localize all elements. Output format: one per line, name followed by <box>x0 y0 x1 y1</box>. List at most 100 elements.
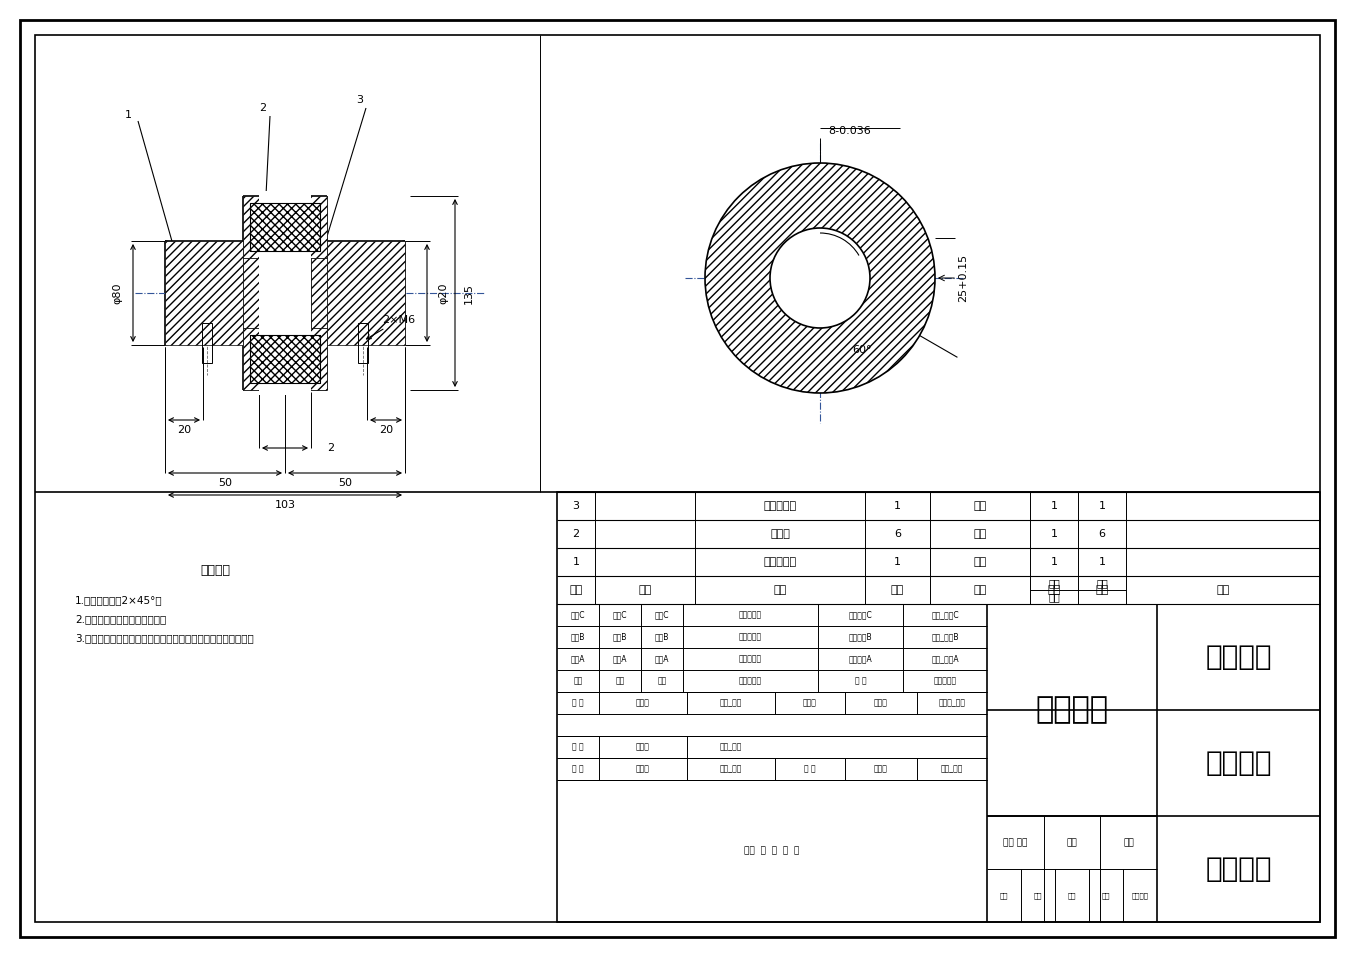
Bar <box>243 196 327 258</box>
Text: 重量: 重量 <box>1049 592 1060 602</box>
Text: 分区: 分区 <box>657 677 667 685</box>
Text: 审 核: 审 核 <box>572 743 584 751</box>
Text: 1.未注倒角均为2×45°。: 1.未注倒角均为2×45°。 <box>75 595 163 605</box>
Text: 分区B: 分区B <box>654 633 669 641</box>
Bar <box>251 335 320 383</box>
Text: 重量: 重量 <box>1066 838 1077 847</box>
Text: 25+0.15: 25+0.15 <box>958 254 967 302</box>
Text: 铸铁: 铸铁 <box>973 557 986 567</box>
Text: 重量: 重量 <box>1102 892 1110 899</box>
Text: 20: 20 <box>379 425 393 435</box>
Text: 1: 1 <box>125 110 131 120</box>
Text: 8-0.036: 8-0.036 <box>828 126 871 136</box>
Text: 标记C: 标记C <box>570 611 585 619</box>
Text: 图纸编号: 图纸编号 <box>1205 855 1272 883</box>
Text: 名称: 名称 <box>774 585 787 595</box>
Text: 分区C: 分区C <box>654 611 669 619</box>
Text: 20: 20 <box>178 425 191 435</box>
Text: 单位名称: 单位名称 <box>1205 643 1272 671</box>
Bar <box>259 191 312 395</box>
Text: 更改文件号: 更改文件号 <box>738 655 762 663</box>
Text: 1: 1 <box>894 557 901 567</box>
Text: 处数B: 处数B <box>612 633 627 641</box>
Text: 2×M6: 2×M6 <box>366 315 415 339</box>
Text: 1: 1 <box>1099 501 1106 511</box>
Text: 处数: 处数 <box>615 677 625 685</box>
Text: 2: 2 <box>259 103 267 113</box>
Text: 3: 3 <box>356 95 363 105</box>
Text: 标注签名C: 标注签名C <box>848 611 873 619</box>
Text: 备注: 备注 <box>1217 585 1229 595</box>
Text: 3.零件加工表面上，不应有划痕、擦伤等损伤零件表面的缺陷。: 3.零件加工表面上，不应有划痕、擦伤等损伤零件表面的缺陷。 <box>75 633 253 643</box>
Text: 项数  张  第  页  碟: 项数 张 第 页 碟 <box>744 847 799 856</box>
Text: 上半联轴器: 上半联轴器 <box>763 501 797 511</box>
Text: 姓人姓: 姓人姓 <box>874 765 888 773</box>
Text: 批准_日期: 批准_日期 <box>940 765 963 773</box>
Text: 姓人姓: 姓人姓 <box>635 699 650 707</box>
Text: 2.加工后的零件不允许有毛刺。: 2.加工后的零件不允许有毛刺。 <box>75 614 167 624</box>
Text: 比例: 比例 <box>1123 838 1134 847</box>
Text: 标记_日期B: 标记_日期B <box>931 633 959 641</box>
Text: 标记: 标记 <box>573 677 583 685</box>
Text: 材料: 材料 <box>973 585 986 595</box>
Text: 图纸名称: 图纸名称 <box>1205 749 1272 777</box>
Text: 下半联轴器: 下半联轴器 <box>763 557 797 567</box>
Text: 序号: 序号 <box>569 585 583 595</box>
Bar <box>251 203 320 251</box>
Bar <box>557 492 1320 922</box>
Text: 单件: 单件 <box>1049 578 1060 588</box>
Bar <box>251 203 320 251</box>
Bar <box>327 241 405 345</box>
Text: 2: 2 <box>572 529 580 539</box>
Text: 6: 6 <box>1099 529 1106 539</box>
Bar <box>202 323 211 363</box>
Text: 总计: 总计 <box>1095 585 1108 595</box>
Bar <box>243 328 327 390</box>
Text: 更改文件号: 更改文件号 <box>738 611 762 619</box>
Text: 工艺_日期: 工艺_日期 <box>720 765 743 773</box>
Text: 设 计: 设 计 <box>572 699 584 707</box>
Text: 处数: 处数 <box>1068 892 1076 899</box>
Text: 处数C: 处数C <box>612 611 627 619</box>
Text: 标记A: 标记A <box>570 655 585 663</box>
Text: 标记_日期A: 标记_日期A <box>931 655 959 663</box>
Text: 1: 1 <box>894 501 901 511</box>
Text: 阶段 标记: 阶段 标记 <box>1003 838 1027 847</box>
Text: 姓人姓: 姓人姓 <box>874 699 888 707</box>
Text: φ20: φ20 <box>438 282 449 303</box>
Text: 工 艺: 工 艺 <box>572 765 584 773</box>
Text: 更改文件号: 更改文件号 <box>738 633 762 641</box>
Text: 设计_日期: 设计_日期 <box>720 699 743 707</box>
Text: 更改文件号: 更改文件号 <box>738 677 762 685</box>
Text: 103: 103 <box>275 500 295 510</box>
Text: 处数: 处数 <box>1034 892 1042 899</box>
Text: 标注签名A: 标注签名A <box>848 655 873 663</box>
Text: 单件: 单件 <box>1047 585 1061 595</box>
Text: 50: 50 <box>337 478 352 488</box>
Text: 标准化: 标准化 <box>804 699 817 707</box>
Text: 橡胶: 橡胶 <box>973 529 986 539</box>
Text: 年、月、日: 年、月、日 <box>934 677 957 685</box>
Text: 图纸比例: 图纸比例 <box>1131 892 1149 899</box>
Text: 数量: 数量 <box>890 585 904 595</box>
Text: 2: 2 <box>328 443 335 453</box>
Text: 批 准: 批 准 <box>804 765 816 773</box>
Text: 6: 6 <box>894 529 901 539</box>
Text: 标记_日期C: 标记_日期C <box>931 611 959 619</box>
Text: 审核_日期: 审核_日期 <box>720 743 743 751</box>
Circle shape <box>770 228 870 328</box>
Text: 1: 1 <box>1099 557 1106 567</box>
Text: 50: 50 <box>218 478 232 488</box>
Text: 处数A: 处数A <box>612 655 627 663</box>
Text: 技术要求: 技术要求 <box>201 564 230 576</box>
Text: 姓人姓: 姓人姓 <box>635 743 650 751</box>
Text: 铸铁: 铸铁 <box>973 501 986 511</box>
Bar <box>358 323 369 363</box>
Bar <box>251 335 320 383</box>
Text: 代号: 代号 <box>638 585 652 595</box>
Text: 标记B: 标记B <box>570 633 585 641</box>
Text: 标准化_日期: 标准化_日期 <box>939 699 966 707</box>
Text: 材料名称: 材料名称 <box>1035 696 1108 724</box>
Text: 工艺姓: 工艺姓 <box>635 765 650 773</box>
Text: 总计: 总计 <box>1096 578 1108 588</box>
